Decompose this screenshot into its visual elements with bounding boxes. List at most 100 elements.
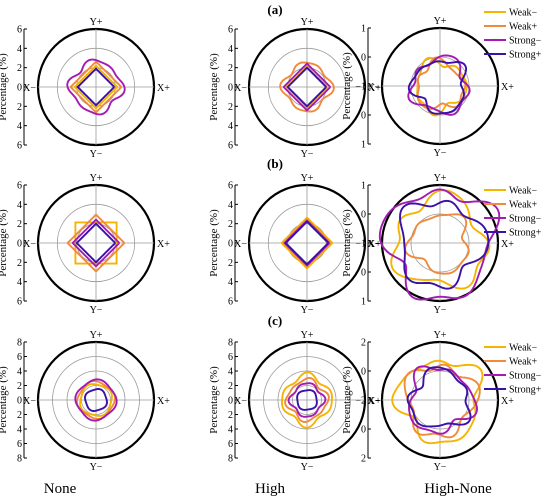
direction-label-top: Y+ [434, 330, 447, 341]
radial-tick-label: 4 [17, 44, 22, 55]
series-strong-plus [399, 199, 490, 290]
radial-tick-label: 6 [228, 141, 233, 152]
polar-panel-b-None: Y+ Y− X− X+ 6 4 2 0 2 4 6 Percentage (%) [0, 173, 170, 316]
series-weak-minus [416, 56, 468, 117]
direction-label-left: X− [367, 82, 380, 93]
radial-tick-label: 0 [17, 239, 22, 250]
direction-label-right: X+ [501, 396, 514, 407]
direction-label-bottom: Y− [434, 462, 447, 473]
legend-label: Strong− [509, 371, 542, 382]
legend-label: Weak+ [509, 357, 538, 368]
radial-tick-label: 8 [228, 454, 233, 465]
polar-panel-c-None: Y+ Y− X− X+ 8 6 4 2 0 2 4 6 8 Percentage (%) [0, 330, 170, 473]
radial-tick-label: 6 [17, 141, 22, 152]
radial-tick-label: 1 [361, 140, 366, 151]
direction-label-bottom: Y− [434, 305, 447, 316]
row-label-a: (a) [267, 2, 282, 17]
direction-label-right: X+ [157, 239, 170, 250]
series-weak-plus [69, 60, 123, 114]
column-label-high: High [255, 481, 286, 497]
direction-label-bottom: Y− [301, 305, 314, 316]
radial-tick-label: 4 [228, 367, 233, 378]
direction-label-left: X− [234, 83, 247, 94]
series-strong-minus [378, 188, 501, 301]
series-weak-plus [416, 56, 467, 110]
radial-axis-label: Percentage (%) [208, 53, 220, 121]
column-label-high-none: High-None [424, 481, 492, 497]
series-weak-minus [79, 383, 113, 417]
series-strong-plus [284, 220, 330, 266]
radial-tick-label: 6 [17, 25, 22, 36]
series-strong-minus [74, 378, 118, 422]
radial-tick-label: 0 [361, 111, 366, 122]
radial-tick-label: 0 [17, 396, 22, 407]
radial-tick-label: 2 [17, 381, 22, 392]
direction-label-bottom: Y− [90, 462, 103, 473]
direction-label-right: X+ [368, 239, 381, 250]
series-weak-plus [284, 377, 330, 423]
direction-label-top: Y+ [90, 17, 103, 28]
direction-label-top: Y+ [301, 173, 314, 184]
legend-a: Weak− Weak+ Strong− Strong+ [484, 8, 542, 61]
series-weak-minus [280, 216, 334, 270]
radial-axis-label: Percentage (%) [0, 53, 9, 121]
radial-tick-label: 0 [17, 83, 22, 94]
radial-tick-label: 4 [228, 425, 233, 436]
legend-label: Strong+ [509, 385, 542, 396]
direction-label-left: X− [23, 396, 36, 407]
series-weak-minus [281, 371, 333, 429]
direction-label-left: X− [367, 396, 380, 407]
radial-tick-label: −1 [355, 82, 366, 93]
radial-tick-label: 6 [17, 352, 22, 363]
radial-tick-label: 0 [228, 83, 233, 94]
radial-tick-label: 4 [17, 425, 22, 436]
radial-tick-label: 4 [228, 121, 233, 132]
radial-tick-label: 2 [361, 454, 366, 465]
radial-axis-label: Percentage (%) [0, 209, 9, 277]
direction-label-left: X− [23, 239, 36, 250]
radial-tick-label: 6 [228, 25, 233, 36]
radial-tick-label: 8 [17, 454, 22, 465]
direction-label-bottom: Y− [301, 462, 314, 473]
radial-tick-label: 2 [17, 102, 22, 113]
series-strong-plus [75, 222, 116, 264]
radial-tick-label: 0 [361, 53, 366, 64]
direction-label-top: Y+ [301, 17, 314, 28]
panels-group: Y+ Y− X− X+ 6 4 2 0 2 4 6 Percentage (%) Y+ Y− X− X+ 6 4 2… [0, 16, 514, 473]
direction-label-top: Y+ [434, 173, 447, 184]
radial-tick-label: 6 [228, 352, 233, 363]
direction-label-top: Y+ [301, 330, 314, 341]
direction-label-bottom: Y− [90, 149, 103, 160]
radial-tick-label: 4 [228, 200, 233, 211]
radial-tick-label: 2 [17, 258, 22, 269]
direction-label-top: Y+ [90, 173, 103, 184]
radial-axis-label: Percentage (%) [341, 209, 353, 277]
radial-tick-label: 2 [228, 381, 233, 392]
direction-label-bottom: Y− [434, 148, 447, 159]
legend-label: Weak+ [509, 200, 538, 211]
radial-tick-label: 2 [17, 63, 22, 74]
series-weak-minus [73, 64, 119, 110]
direction-label-left: X− [23, 83, 36, 94]
radial-tick-label: 4 [228, 44, 233, 55]
direction-label-right: X+ [157, 396, 170, 407]
radial-tick-label: 0 [361, 367, 366, 378]
direction-label-left: X− [234, 239, 247, 250]
legend-label: Weak− [509, 343, 538, 354]
radial-tick-label: 8 [17, 338, 22, 349]
radial-tick-label: 1 [361, 297, 366, 308]
direction-label-top: Y+ [434, 16, 447, 27]
radial-tick-label: 0 [361, 268, 366, 279]
series-strong-minus [287, 382, 327, 418]
series-strong-plus [296, 389, 318, 411]
radial-tick-label: 2 [17, 219, 22, 230]
legend-label: Weak− [509, 186, 538, 197]
series-weak-minus [391, 359, 484, 445]
series-strong-plus [286, 66, 327, 108]
radial-tick-label: 4 [17, 367, 22, 378]
